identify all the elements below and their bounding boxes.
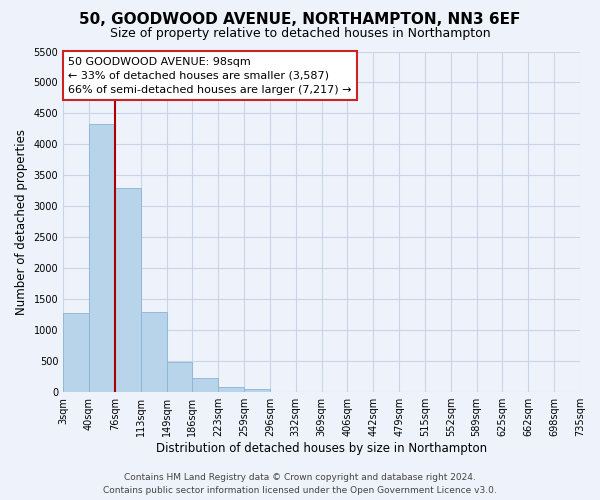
Text: 50 GOODWOOD AVENUE: 98sqm
← 33% of detached houses are smaller (3,587)
66% of se: 50 GOODWOOD AVENUE: 98sqm ← 33% of detac… — [68, 56, 352, 94]
Bar — [244, 389, 270, 392]
Y-axis label: Number of detached properties: Number of detached properties — [15, 129, 28, 315]
Bar — [115, 188, 140, 392]
Bar — [167, 362, 193, 392]
Bar — [218, 387, 244, 392]
Text: 50, GOODWOOD AVENUE, NORTHAMPTON, NN3 6EF: 50, GOODWOOD AVENUE, NORTHAMPTON, NN3 6E… — [79, 12, 521, 28]
X-axis label: Distribution of detached houses by size in Northampton: Distribution of detached houses by size … — [156, 442, 487, 455]
Text: Size of property relative to detached houses in Northampton: Size of property relative to detached ho… — [110, 28, 490, 40]
Text: Contains HM Land Registry data © Crown copyright and database right 2024.
Contai: Contains HM Land Registry data © Crown c… — [103, 474, 497, 495]
Bar — [140, 312, 167, 392]
Bar — [89, 124, 115, 392]
Bar — [193, 378, 218, 392]
Bar — [63, 314, 89, 392]
